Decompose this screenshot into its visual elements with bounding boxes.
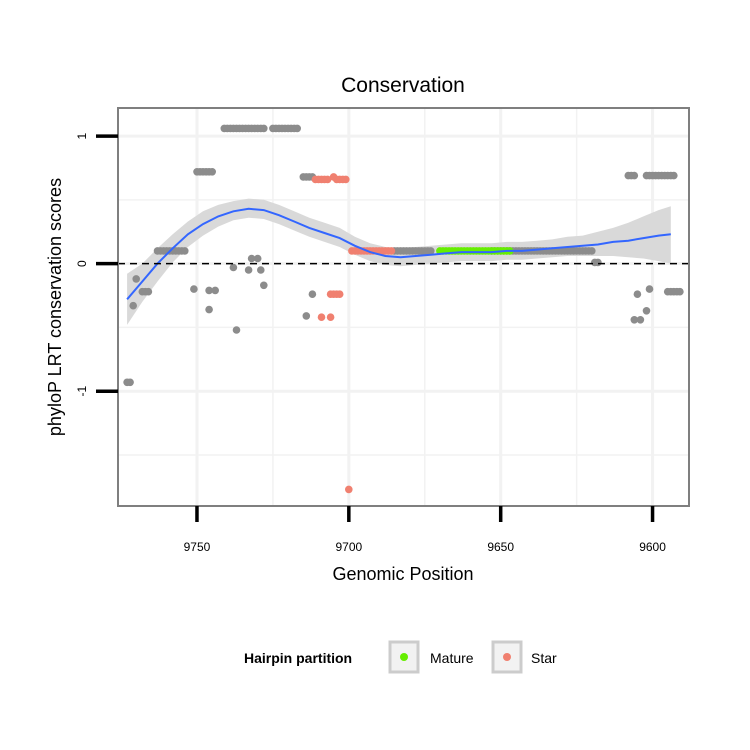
point-other [144, 287, 153, 296]
point-other [676, 287, 684, 296]
point-other [257, 266, 265, 274]
data-points [123, 124, 684, 494]
x-axis: 9750 9700 9650 9600 [184, 506, 666, 554]
point-other [642, 307, 651, 315]
y-axis-title: phyloP LRT conservation scores [45, 178, 65, 436]
point-other [260, 281, 268, 290]
point-other [630, 171, 639, 180]
point-star [342, 175, 350, 184]
point-other [670, 171, 678, 180]
legend-swatch-mature [400, 653, 408, 661]
point-other [588, 247, 596, 255]
point-other [645, 285, 654, 293]
y-axis: 1 0 -1 [75, 132, 118, 397]
plot-panel [118, 108, 689, 506]
x-tick-label: 9600 [639, 540, 666, 554]
point-star [329, 173, 338, 181]
x-tick-label: 9700 [335, 540, 362, 554]
point-other [630, 316, 639, 324]
point-star [323, 175, 332, 184]
x-axis-title: Genomic Position [332, 564, 473, 584]
point-other [260, 124, 268, 133]
point-other [208, 168, 216, 176]
x-tick-label: 9650 [487, 540, 514, 554]
point-other [126, 378, 134, 387]
legend-swatch-star [503, 653, 511, 661]
point-other [132, 275, 140, 283]
plot-panel-border [117, 107, 690, 507]
point-other [244, 266, 253, 274]
point-other [211, 286, 219, 295]
point-star [345, 485, 353, 494]
y-tick-label: -1 [75, 386, 89, 397]
point-star [335, 290, 344, 299]
point-other [302, 312, 311, 320]
point-other [594, 258, 602, 267]
legend: Hairpin partition Mature Star [244, 640, 557, 674]
grid-lines [118, 108, 689, 506]
legend-label-mature: Mature [430, 650, 474, 666]
smooth-confidence-ribbon [127, 198, 671, 325]
point-other [205, 286, 213, 295]
smooth-curve [126, 207, 671, 300]
point-other [181, 247, 189, 255]
point-other [190, 285, 198, 293]
legend-key-mature [388, 640, 420, 674]
point-other [253, 254, 262, 263]
point-star [326, 313, 335, 322]
chart-title: Conservation [341, 74, 465, 97]
point-star [317, 313, 326, 322]
y-tick-label: 1 [75, 132, 89, 139]
point-other [229, 263, 238, 272]
point-other [308, 290, 317, 299]
point-other [232, 326, 241, 334]
point-other [633, 290, 642, 299]
smooth-curve-group [126, 207, 671, 300]
point-other [293, 124, 302, 133]
point-other [427, 247, 435, 255]
y-tick-label: 0 [75, 260, 89, 267]
legend-title: Hairpin partition [244, 650, 352, 666]
point-star [387, 247, 396, 255]
smooth-confidence-band [127, 198, 671, 325]
point-other [205, 305, 213, 314]
plot-panel-background [118, 108, 689, 506]
point-other [129, 301, 137, 310]
point-other [636, 316, 645, 324]
legend-label-star: Star [531, 650, 557, 666]
point-other [247, 254, 256, 263]
x-tick-label: 9750 [184, 540, 211, 554]
